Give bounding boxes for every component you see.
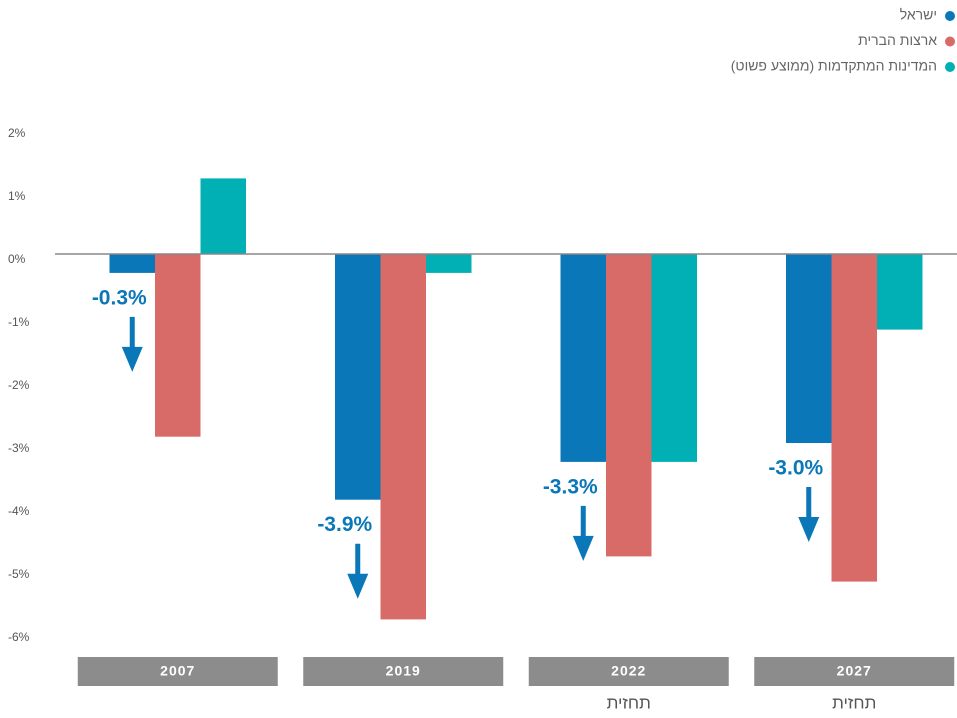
category-box <box>303 657 504 686</box>
y-tick-label: -4% <box>8 504 30 518</box>
arrow <box>798 487 820 542</box>
arrow <box>347 543 369 599</box>
y-tick-label: -5% <box>8 567 30 581</box>
y-tick-label: 0% <box>8 252 26 266</box>
data-label: -3.9% <box>317 513 372 536</box>
x-tick-label: 2027 <box>837 663 872 679</box>
bar <box>786 254 832 443</box>
x-tick-label: 2022 <box>611 663 646 679</box>
bar <box>380 254 426 620</box>
bar <box>426 254 472 273</box>
x-tick-label: 2019 <box>386 663 421 679</box>
legend-label: ארצות הברית <box>858 32 937 48</box>
arrow <box>572 505 594 561</box>
data-label: -3.3% <box>543 475 598 498</box>
y-tick-label: -1% <box>8 315 30 329</box>
legend-label: המדינות המתקדמות (ממוצע פשוט) <box>731 58 937 74</box>
legend-label: ישראל <box>900 7 937 23</box>
category-note: תחזית <box>832 693 876 712</box>
x-tick-label: 2007 <box>160 663 195 679</box>
bar <box>877 254 923 330</box>
y-tick-label: 2% <box>8 126 26 140</box>
y-tick-label: -3% <box>8 441 30 455</box>
bar <box>155 254 201 437</box>
data-label: -3.0% <box>768 457 823 480</box>
category-note: תחזית <box>607 693 651 712</box>
bar <box>335 254 381 500</box>
bar <box>651 254 697 462</box>
data-label: -0.3% <box>92 286 147 309</box>
bar <box>200 178 246 254</box>
y-tick-label: -2% <box>8 378 30 392</box>
bar <box>606 254 652 557</box>
category-box <box>528 657 729 686</box>
bar <box>109 254 155 273</box>
legend-marker <box>945 36 955 47</box>
y-tick-label: -6% <box>8 630 30 644</box>
legend-marker <box>945 62 955 72</box>
legend-marker <box>945 11 955 21</box>
category-box <box>77 657 278 686</box>
bar <box>560 254 606 462</box>
y-tick-label: 1% <box>8 189 26 203</box>
arrow <box>121 316 143 372</box>
category-box <box>754 657 955 686</box>
bar <box>831 254 877 582</box>
